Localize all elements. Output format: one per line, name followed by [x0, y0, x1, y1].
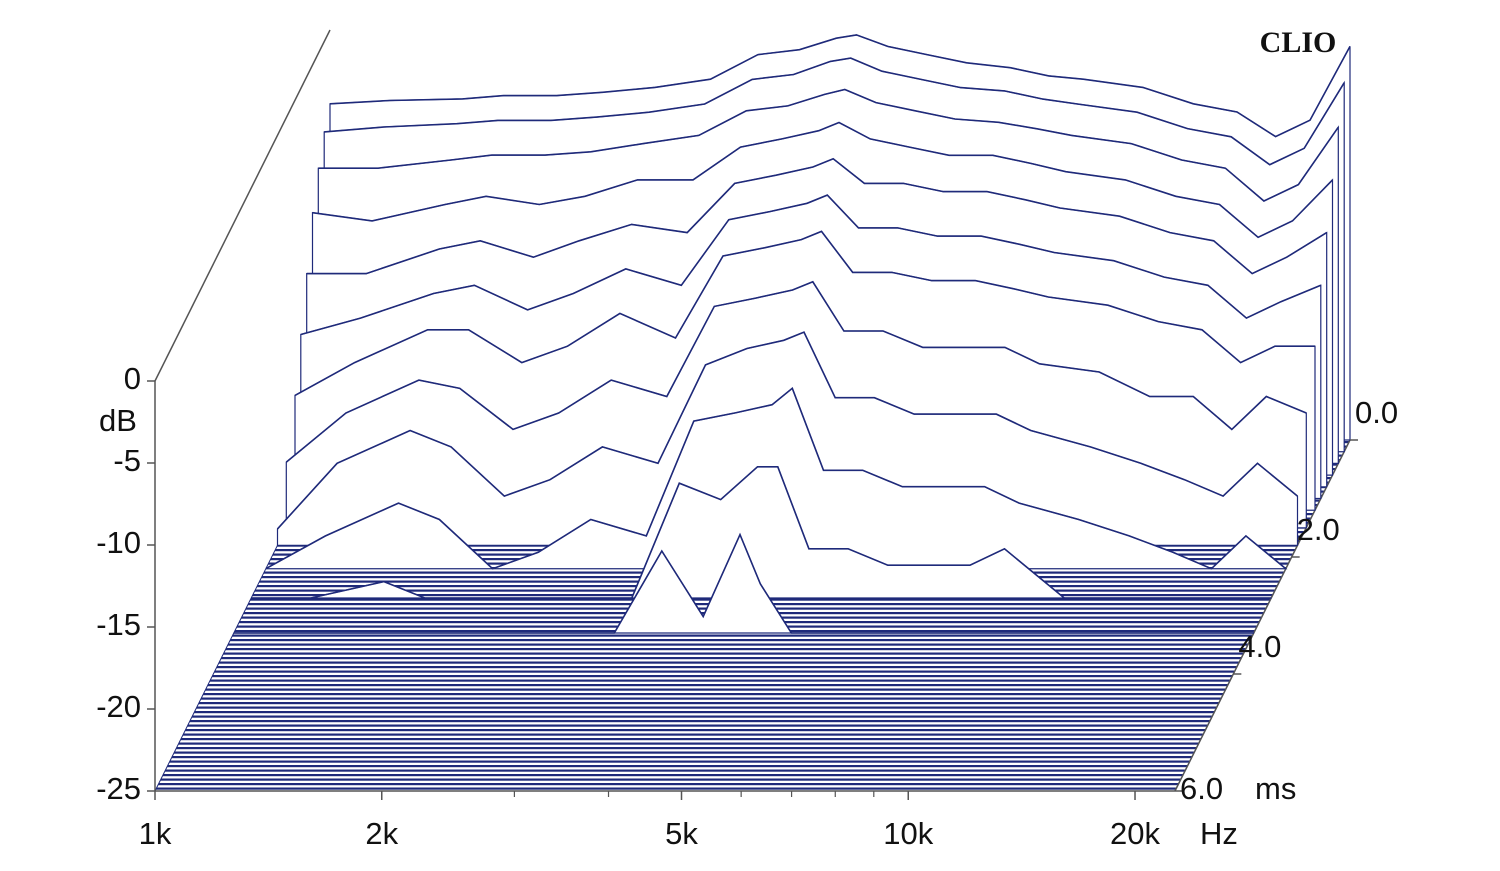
slice-line — [285, 280, 1307, 463]
y-tick-label: -5 — [113, 443, 141, 478]
y-tick-label: 0 — [124, 361, 141, 396]
frame-edge — [154, 29, 331, 382]
slice-line — [294, 230, 1315, 397]
x-tick-label: 20k — [1110, 816, 1160, 851]
y-tick-label: -25 — [96, 771, 141, 806]
slice-line — [318, 88, 1339, 202]
slice-line — [324, 57, 1345, 166]
z-tick-label: 4.0 — [1238, 629, 1281, 664]
slice-line — [251, 465, 1272, 599]
slice-line — [265, 386, 1287, 570]
slice-line — [306, 157, 1328, 275]
x-tick-label: 10k — [883, 816, 933, 851]
slice-line — [329, 34, 1351, 138]
slice-line — [312, 121, 1334, 239]
y-axis-label: dB — [99, 403, 137, 438]
x-unit: Hz — [1200, 816, 1238, 851]
x-tick-label: 1k — [139, 816, 172, 851]
y-tick-label: -15 — [96, 607, 141, 642]
y-tick-label: -10 — [96, 525, 141, 560]
slice-line — [276, 331, 1299, 530]
z-unit: ms — [1255, 771, 1296, 806]
z-tick-label: 2.0 — [1297, 512, 1340, 547]
z-tick-label: 6.0 — [1180, 771, 1223, 806]
x-tick-label: 2k — [365, 816, 398, 851]
y-tick-label: -20 — [96, 689, 141, 724]
z-tick-label: 0.0 — [1355, 395, 1398, 430]
x-tick-label: 5k — [665, 816, 698, 851]
slice-line — [233, 532, 1254, 634]
brand: CLIO — [1260, 26, 1337, 59]
slice-line — [300, 194, 1322, 336]
